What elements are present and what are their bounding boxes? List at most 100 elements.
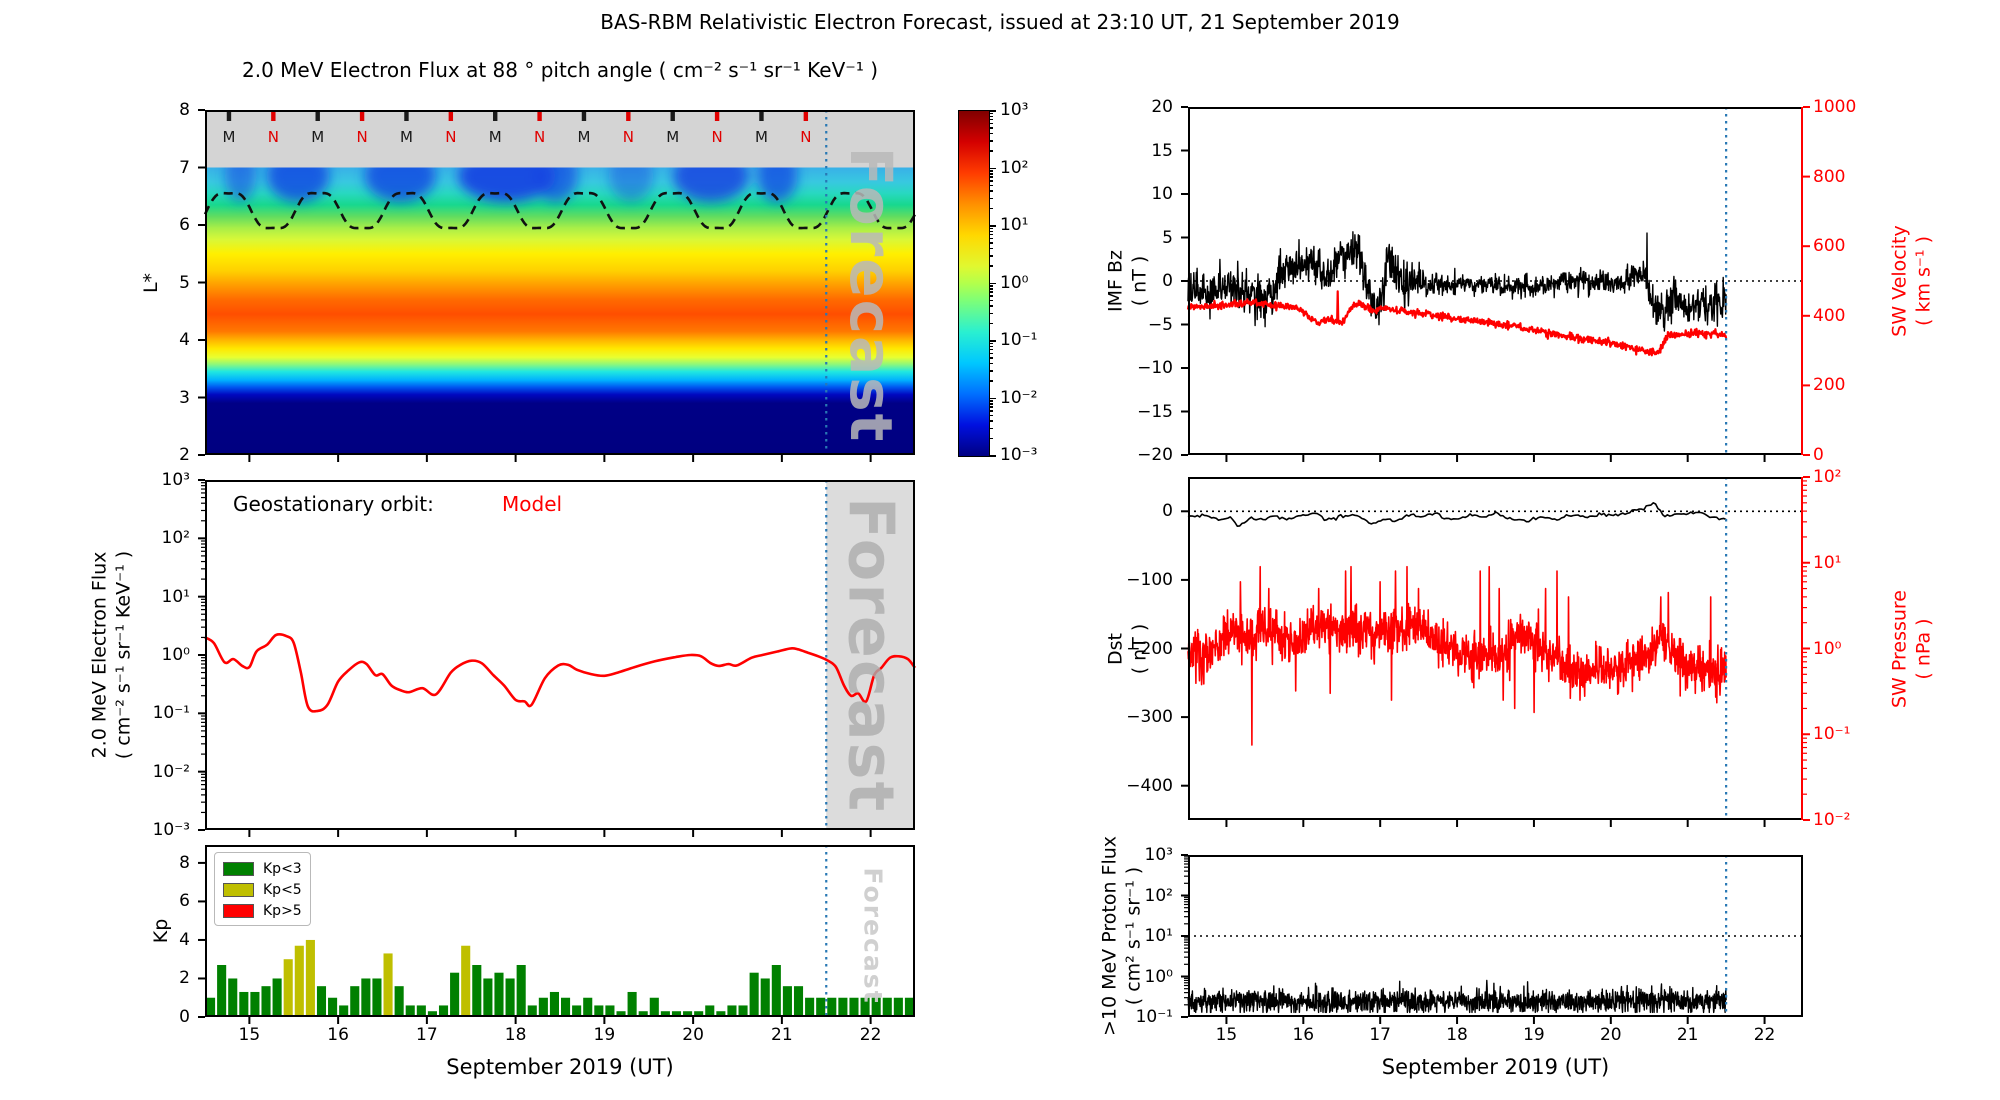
satellite-m-label: M	[754, 128, 768, 146]
colorbar-minor-tick	[989, 437, 993, 440]
tick-label: 15	[1151, 140, 1173, 161]
colorbar-tick	[989, 455, 996, 457]
tick-label: 10⁰	[161, 645, 190, 665]
tick-label: 200	[1813, 375, 1846, 396]
tick-label: −15	[1137, 401, 1173, 422]
tick-label: 10²	[161, 528, 190, 549]
tick-label: 10⁻¹	[1813, 724, 1851, 745]
colorbar-tick-label: 10⁻³	[1000, 445, 1038, 465]
panel-geostationary-flux	[198, 479, 917, 837]
tick-label: 10⁻³	[152, 820, 190, 840]
sw-pressure-ylabel: SW Pressure( nPa )	[1888, 589, 1934, 708]
tick-label: 800	[1813, 166, 1846, 187]
colorbar-minor-tick	[989, 197, 993, 200]
tick-label: 10⁻²	[1813, 810, 1851, 830]
satellite-m-label: M	[666, 128, 680, 146]
forecast-watermark: Forecast	[858, 867, 888, 1005]
tick-label: 10	[1151, 184, 1173, 204]
tick-label: 8	[179, 852, 190, 873]
satellite-m-label: M	[222, 128, 236, 146]
colorbar-minor-tick	[989, 291, 993, 293]
tick-label: −400	[1126, 775, 1173, 796]
colorbar-minor-tick	[989, 380, 993, 382]
tick-label: 10³	[1144, 845, 1173, 865]
legend-item: Kp>5	[223, 900, 302, 921]
tick-label: 10³	[161, 470, 190, 490]
x-tick-label: 22	[859, 1025, 882, 1045]
colorbar-minor-tick	[989, 122, 993, 125]
kp-ylabel: Kp	[150, 918, 173, 944]
colorbar-tick-label: 10¹	[1000, 215, 1029, 235]
tick-label: 6	[179, 215, 190, 235]
tick-label: 10¹	[1813, 552, 1842, 573]
figure-title: BAS-RBM Relativistic Electron Forecast, …	[600, 10, 1400, 34]
colorbar-minor-tick	[989, 255, 993, 257]
colorbar-tick-label: 10³	[1000, 100, 1029, 120]
colorbar-minor-tick	[989, 299, 993, 302]
tick-label: 400	[1813, 305, 1846, 326]
colorbar-minor-tick	[989, 176, 993, 178]
colorbar-minor-tick	[989, 345, 993, 348]
satellite-n-label: N	[445, 128, 457, 146]
colorbar-minor-tick	[989, 115, 993, 118]
tick-label: 0	[1162, 501, 1173, 522]
colorbar-tick	[989, 167, 996, 169]
colorbar-tick-label: 10⁰	[1000, 272, 1029, 293]
colorbar-tick	[989, 110, 996, 112]
proton-flux-ylabel: >10 MeV Proton Flux( cm² s⁻¹ sr⁻¹ )	[1098, 835, 1144, 1037]
tick-label: −10	[1137, 358, 1173, 378]
tick-label: 10⁻¹	[1135, 1007, 1173, 1027]
legend-swatch	[223, 861, 254, 876]
colorbar-minor-tick	[989, 322, 993, 325]
spectrogram-title: 2.0 MeV Electron Flux at 88 ° pitch angl…	[241, 58, 879, 82]
tick-label: −300	[1126, 707, 1173, 728]
tick-label: 8	[179, 100, 190, 120]
tick-label: 10⁰	[1144, 966, 1173, 987]
satellite-n-label: N	[267, 128, 279, 146]
colorbar-minor-tick	[989, 127, 993, 129]
satellite-n-label: N	[533, 128, 546, 146]
colorbar-tick	[989, 282, 996, 284]
tick-label: 4	[179, 929, 190, 950]
colorbar-minor-tick	[989, 150, 993, 152]
tick-label: 10²	[1144, 885, 1173, 906]
panel-electron-flux-spectrogram	[198, 109, 917, 462]
satellite-n-label: N	[711, 128, 723, 146]
tick-label: −200	[1126, 638, 1173, 659]
sw-velocity-ylabel: SW Velocity( km s⁻¹ )	[1888, 225, 1934, 337]
colorbar-minor-tick	[989, 118, 993, 121]
tick-label: 600	[1813, 236, 1846, 257]
tick-label: −100	[1126, 569, 1173, 590]
colorbar-minor-tick	[989, 180, 993, 182]
legend-item: Kp<3	[223, 858, 302, 879]
colorbar-tick	[989, 225, 996, 227]
tick-label: 20	[1151, 97, 1173, 117]
tick-label: 2	[179, 445, 190, 465]
tick-label: 10⁻¹	[152, 703, 190, 724]
x-tick-label: 21	[1676, 1025, 1699, 1045]
spectrogram-ylabel: L*	[140, 272, 163, 293]
x-tick-label: 15	[1215, 1025, 1238, 1045]
colorbar-minor-tick	[989, 173, 993, 175]
x-axis-label-left: September 2019 (UT)	[446, 1055, 674, 1079]
tick-label: 4	[179, 330, 190, 350]
satellite-m-label: M	[311, 128, 325, 146]
tick-label: −5	[1147, 314, 1173, 335]
colorbar-minor-tick	[989, 132, 993, 135]
colorbar-minor-tick	[989, 233, 993, 236]
colorbar-minor-tick	[989, 406, 993, 408]
colorbar-minor-tick	[989, 112, 993, 115]
colorbar-minor-tick	[989, 357, 993, 359]
satellite-n-label: N	[800, 128, 812, 146]
tick-label: 10¹	[1144, 926, 1173, 946]
tick-label: 10⁰	[1813, 638, 1842, 659]
colorbar-minor-tick	[989, 427, 993, 430]
tick-label: 2	[179, 968, 190, 989]
colorbar-minor-tick	[989, 184, 993, 187]
tick-label: 7	[179, 157, 190, 178]
tick-label: 5	[179, 272, 190, 293]
forecast-watermark: Forecast	[836, 146, 905, 443]
colorbar-minor-tick	[989, 295, 993, 297]
satellite-m-label: M	[577, 128, 591, 146]
